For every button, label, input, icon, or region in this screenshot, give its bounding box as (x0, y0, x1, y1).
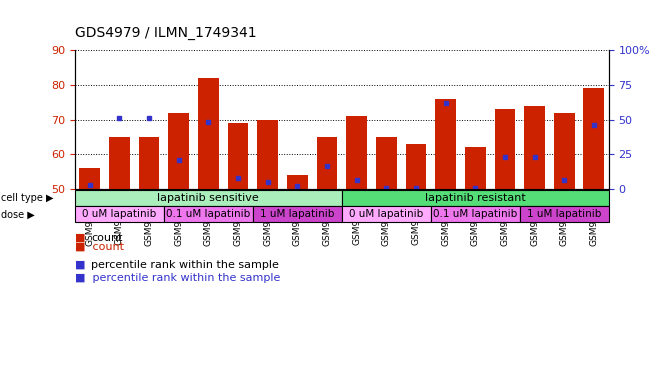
Bar (287, 175, 308, 189)
Text: GDS4979 / ILMN_1749341: GDS4979 / ILMN_1749341 (75, 26, 256, 40)
Text: ■: ■ (75, 233, 85, 243)
FancyBboxPatch shape (519, 206, 609, 222)
Text: 0.1 uM lapatinib: 0.1 uM lapatinib (166, 209, 251, 219)
Text: 1 uM lapatinib: 1 uM lapatinib (527, 209, 602, 219)
Bar (554, 113, 575, 189)
Text: ■: ■ (75, 260, 85, 270)
Bar (228, 123, 249, 189)
Text: 1 uM lapatinib: 1 uM lapatinib (260, 209, 335, 219)
Text: 0 uM lapatinib: 0 uM lapatinib (82, 209, 156, 219)
Bar (524, 106, 545, 189)
Text: lapatinib sensitive: lapatinib sensitive (158, 193, 259, 203)
Bar (495, 109, 515, 189)
Text: dose ▶: dose ▶ (1, 209, 35, 219)
Bar (465, 147, 486, 189)
FancyBboxPatch shape (342, 190, 609, 206)
Bar (257, 119, 278, 189)
Text: 0 uM lapatinib: 0 uM lapatinib (349, 209, 423, 219)
Text: lapatinib resistant: lapatinib resistant (425, 193, 525, 203)
Bar (168, 113, 189, 189)
Bar (109, 137, 130, 189)
Bar (139, 137, 159, 189)
FancyBboxPatch shape (75, 206, 164, 222)
Text: count: count (91, 233, 122, 243)
Text: cell type ▶: cell type ▶ (1, 193, 53, 203)
FancyBboxPatch shape (164, 206, 253, 222)
Bar (583, 88, 604, 189)
Text: ■  percentile rank within the sample: ■ percentile rank within the sample (75, 273, 280, 283)
Text: percentile rank within the sample: percentile rank within the sample (91, 260, 279, 270)
Bar (346, 116, 367, 189)
FancyBboxPatch shape (431, 206, 519, 222)
Bar (79, 168, 100, 189)
Bar (406, 144, 426, 189)
FancyBboxPatch shape (75, 190, 342, 206)
Bar (316, 137, 337, 189)
Bar (376, 137, 396, 189)
FancyBboxPatch shape (342, 206, 431, 222)
Bar (198, 78, 219, 189)
Text: 0.1 uM lapatinib: 0.1 uM lapatinib (433, 209, 518, 219)
Text: ■  count: ■ count (75, 242, 124, 252)
Bar (436, 99, 456, 189)
FancyBboxPatch shape (253, 206, 342, 222)
